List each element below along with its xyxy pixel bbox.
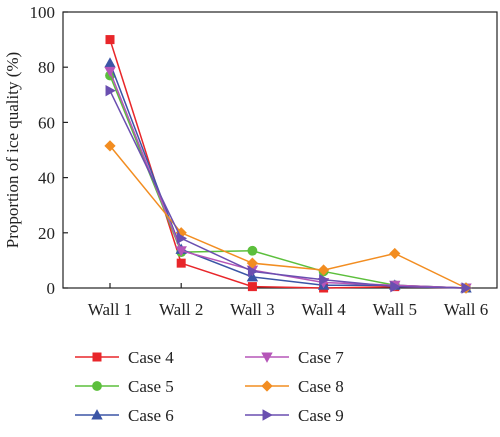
legend-marker: [91, 409, 103, 420]
data-point: [176, 232, 188, 245]
data-point: [175, 246, 187, 257]
series-case-9: [105, 84, 472, 294]
legend-item: Case 6: [75, 406, 174, 425]
data-point: [105, 84, 116, 97]
legend-marker: [261, 352, 273, 363]
series-case-5: [105, 70, 471, 293]
data-point: [389, 247, 401, 260]
x-tick-label: Wall 5: [373, 300, 417, 319]
series-case-7: [104, 66, 472, 294]
data-point: [317, 264, 330, 276]
legend-label: Case 4: [128, 348, 174, 367]
y-tick-label: 20: [38, 224, 55, 243]
series-layer: [104, 35, 472, 294]
data-point: [319, 274, 330, 286]
y-tick-label: 0: [47, 279, 56, 298]
y-tick-label: 100: [30, 3, 56, 22]
data-point: [247, 282, 257, 292]
plot-area: [62, 11, 498, 289]
x-tick-label: Wall 2: [159, 300, 203, 319]
y-axis: 0 20 40 60 80 100: [30, 3, 68, 298]
data-point: [390, 280, 401, 293]
data-point: [176, 258, 186, 268]
x-tick-label: Wall 6: [444, 300, 488, 319]
legend-item: Case 5: [75, 377, 174, 396]
legend-marker: [92, 352, 102, 362]
legend-marker: [92, 381, 102, 391]
data-point: [461, 282, 472, 294]
legend-item: Case 4: [75, 348, 174, 367]
series-line: [109, 75, 467, 289]
series-line: [109, 90, 467, 289]
data-point: [104, 140, 116, 152]
x-tick-label: Wall 4: [301, 300, 346, 319]
x-tick-label: Wall 3: [230, 300, 274, 319]
x-axis: Wall 1 Wall 2 Wall 3 Wall 4 Wall 5 Wall 6: [88, 283, 488, 319]
x-tick-label: Wall 1: [88, 300, 132, 319]
plot-frame: [62, 11, 498, 289]
legend-label: Case 5: [128, 377, 174, 396]
legend: Case 4 Case 5 Case 6 Case 7 Case 8 Case 9: [75, 348, 344, 425]
data-point: [247, 265, 259, 278]
data-point: [105, 35, 115, 45]
legend-marker: [261, 380, 273, 392]
series-line: [109, 39, 467, 289]
data-point: [104, 66, 116, 78]
legend-label: Case 8: [298, 377, 344, 396]
y-tick-label: 40: [38, 169, 55, 188]
series-case-8: [104, 140, 472, 294]
data-point: [246, 271, 259, 282]
y-tick-label: 60: [38, 113, 55, 132]
series-line: [109, 71, 467, 289]
data-point: [247, 245, 258, 256]
y-axis-title: Proportion of ice quality (%): [3, 52, 22, 248]
series-line: [109, 145, 467, 289]
legend-item: Case 8: [245, 377, 344, 396]
legend-label: Case 7: [298, 348, 344, 367]
series-line: [109, 62, 467, 289]
data-point: [104, 57, 116, 68]
series-case-6: [104, 57, 472, 293]
legend-item: Case 9: [245, 406, 344, 425]
legend-label: Case 9: [298, 406, 344, 425]
legend-label: Case 6: [128, 406, 174, 425]
legend-item: Case 7: [245, 348, 344, 367]
y-tick-label: 80: [38, 58, 55, 77]
series-case-4: [105, 35, 471, 293]
legend-marker: [262, 409, 273, 421]
